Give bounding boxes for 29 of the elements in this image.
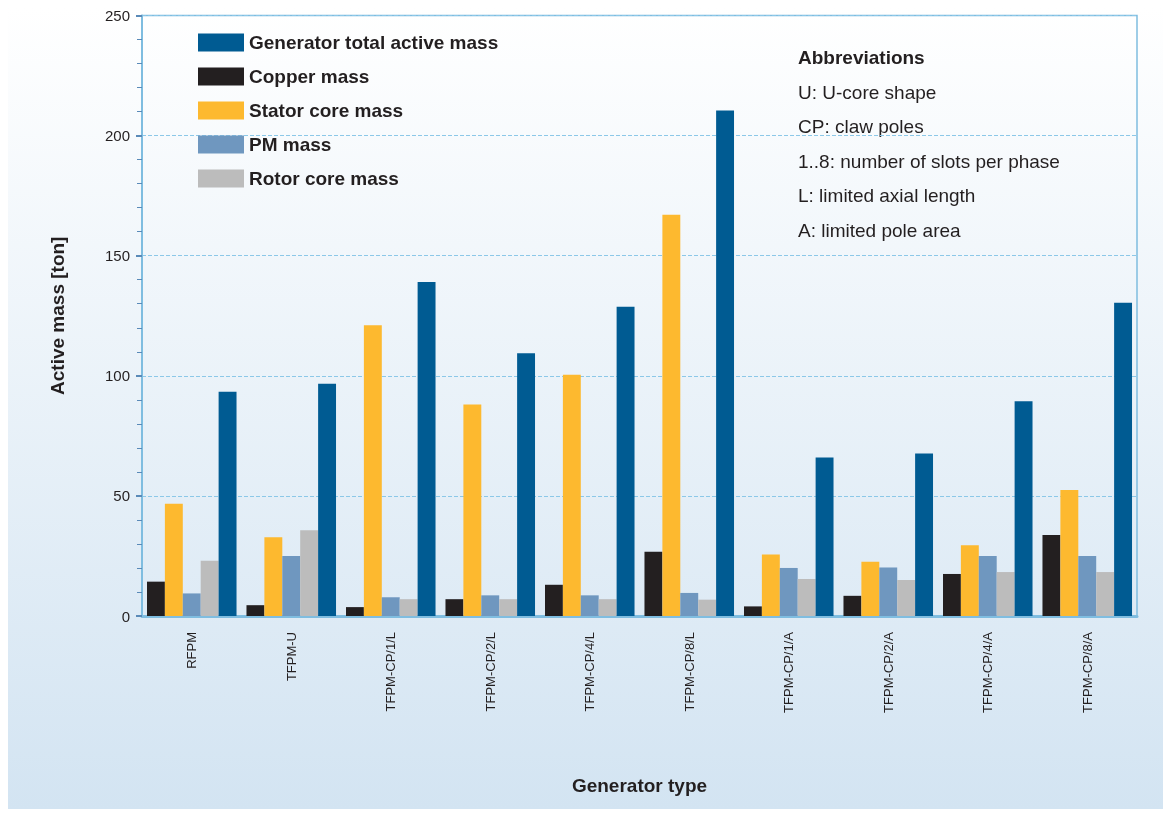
legend-label: Copper mass (249, 66, 370, 87)
legend-label: PM mass (249, 134, 332, 155)
annotation: L: limited axial length (798, 185, 976, 206)
x-tick-label: TFPM-CP/8/A (1079, 631, 1095, 713)
x-tick-label: TFPM-CP/1/L (383, 632, 399, 712)
legend-label: Rotor core mass (249, 168, 399, 189)
y-tick-label: 250 (104, 7, 130, 24)
legend-label: Generator total active mass (249, 32, 499, 53)
x-tick-label: TFPM-U (283, 632, 299, 682)
x-tick-label: TFPM-CP/1/A (781, 631, 797, 713)
x-tick-label: RFPM (184, 632, 200, 669)
x-axis-title: Generator type (571, 775, 708, 796)
legend-label: Stator core mass (249, 100, 404, 121)
x-tick-label: TFPM-CP/4/L (582, 632, 598, 712)
y-tick-label: 0 (121, 607, 130, 625)
x-tick-label: TFPM-CP/2/A (880, 631, 896, 713)
annotation: U: U-core shape (798, 81, 937, 103)
annotation: CP: claw poles (798, 116, 924, 137)
x-tick-label: TFPM-CP/8/L (681, 632, 697, 712)
y-tick-label: 200 (104, 127, 130, 145)
annotation: 1..8: number of slots per phase (798, 150, 1060, 172)
x-tick-label: TFPM-CP/4/A (980, 631, 996, 713)
annotation: A: limited pole area (798, 219, 962, 241)
y-axis-title: Active mass [ton] (47, 236, 68, 395)
y-tick-label: 100 (104, 367, 130, 385)
y-tick-label: 150 (104, 247, 130, 265)
annotation: Abbreviations (798, 47, 925, 68)
x-tick-label: TFPM-CP/2/L (482, 632, 498, 712)
y-tick-label: 50 (113, 487, 130, 505)
